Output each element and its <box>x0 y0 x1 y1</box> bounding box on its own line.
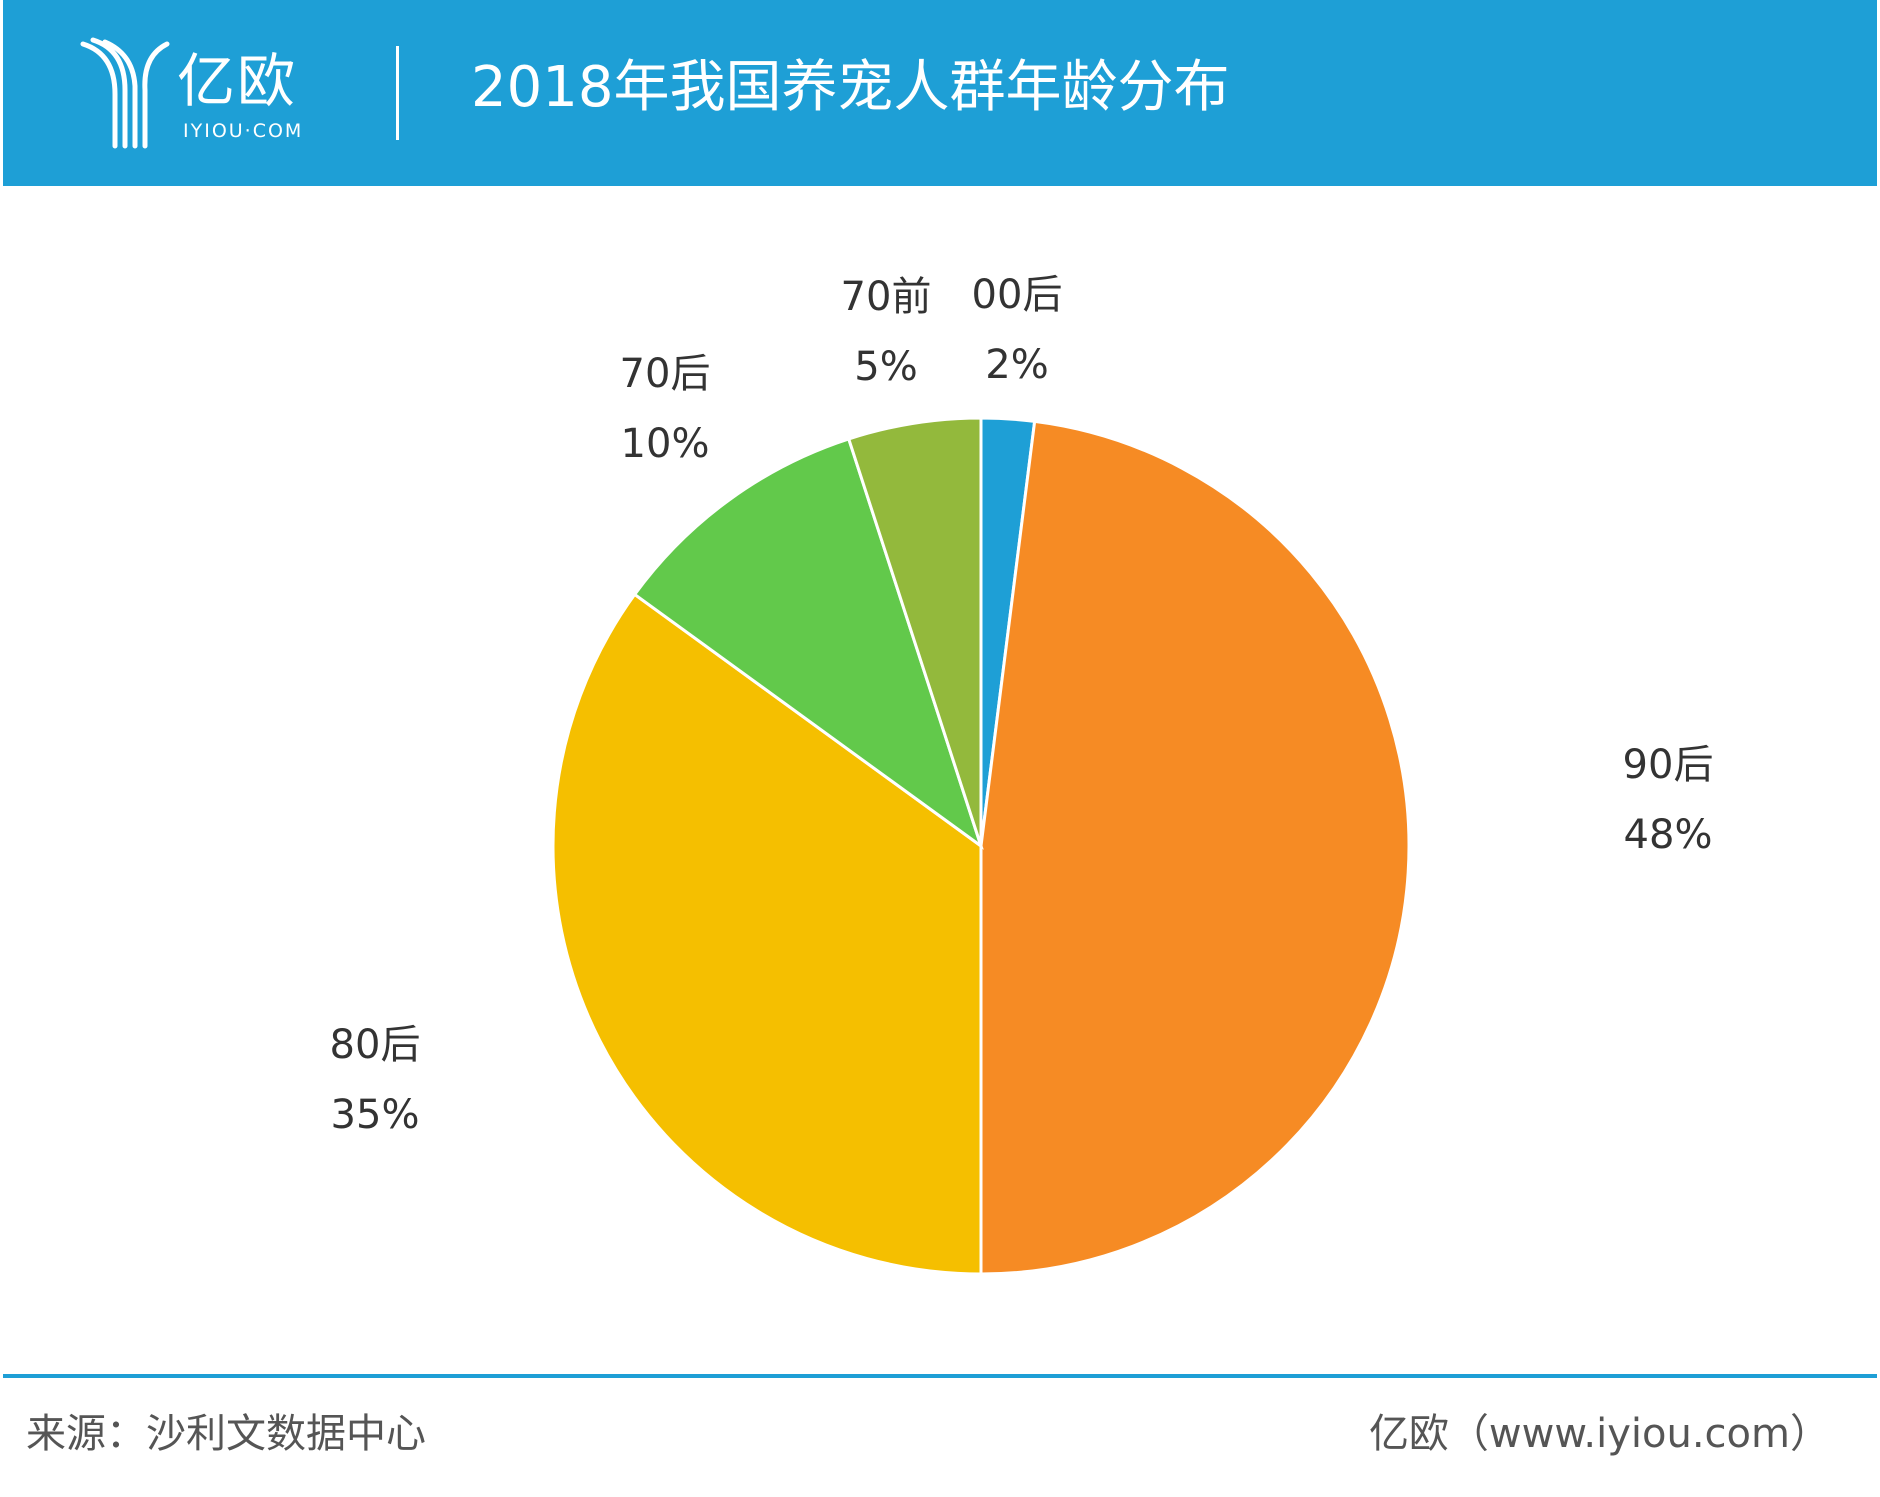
site-credit: 亿欧（www.iyiou.com） <box>1368 1411 1830 1457</box>
header-banner: 亿欧 IYIOU·COM 2018年我国养宠人群年龄分布 <box>3 0 1877 186</box>
slice-category-label: 70前 <box>841 274 932 320</box>
slice-category-label: 00后 <box>972 272 1063 318</box>
pie-labels: 00后 2% 90后 48% 80后 35% 70后 10% 70前 5% <box>330 272 1714 1138</box>
pie-slice-2 <box>551 592 983 1276</box>
header-divider <box>396 46 399 140</box>
logo-mark-icon <box>80 37 170 149</box>
pie-slice-3 <box>632 437 984 850</box>
slice-category-label: 90后 <box>1623 742 1714 788</box>
slice-value-label: 5% <box>854 344 917 390</box>
pie-slices <box>551 416 1411 1276</box>
source-note: 来源：沙利文数据中心 <box>26 1411 426 1457</box>
chart-title: 2018年我国养宠人群年龄分布 <box>471 55 1230 120</box>
logo-domain: IYIOU·COM <box>183 120 304 142</box>
pie-slice-4 <box>846 416 983 847</box>
pie-slice-1 <box>979 419 1411 1276</box>
brand-logo: 亿欧 IYIOU·COM <box>75 34 335 154</box>
slice-category-label: 70后 <box>620 351 711 397</box>
slice-value-label: 2% <box>985 342 1048 388</box>
slice-category-label: 80后 <box>330 1022 421 1068</box>
footer-rule <box>3 1374 1877 1378</box>
slice-value-label: 35% <box>331 1092 420 1138</box>
slice-value-label: 10% <box>621 421 710 467</box>
slice-value-label: 48% <box>1624 812 1713 858</box>
logo-wordmark: 亿欧 <box>177 47 298 115</box>
